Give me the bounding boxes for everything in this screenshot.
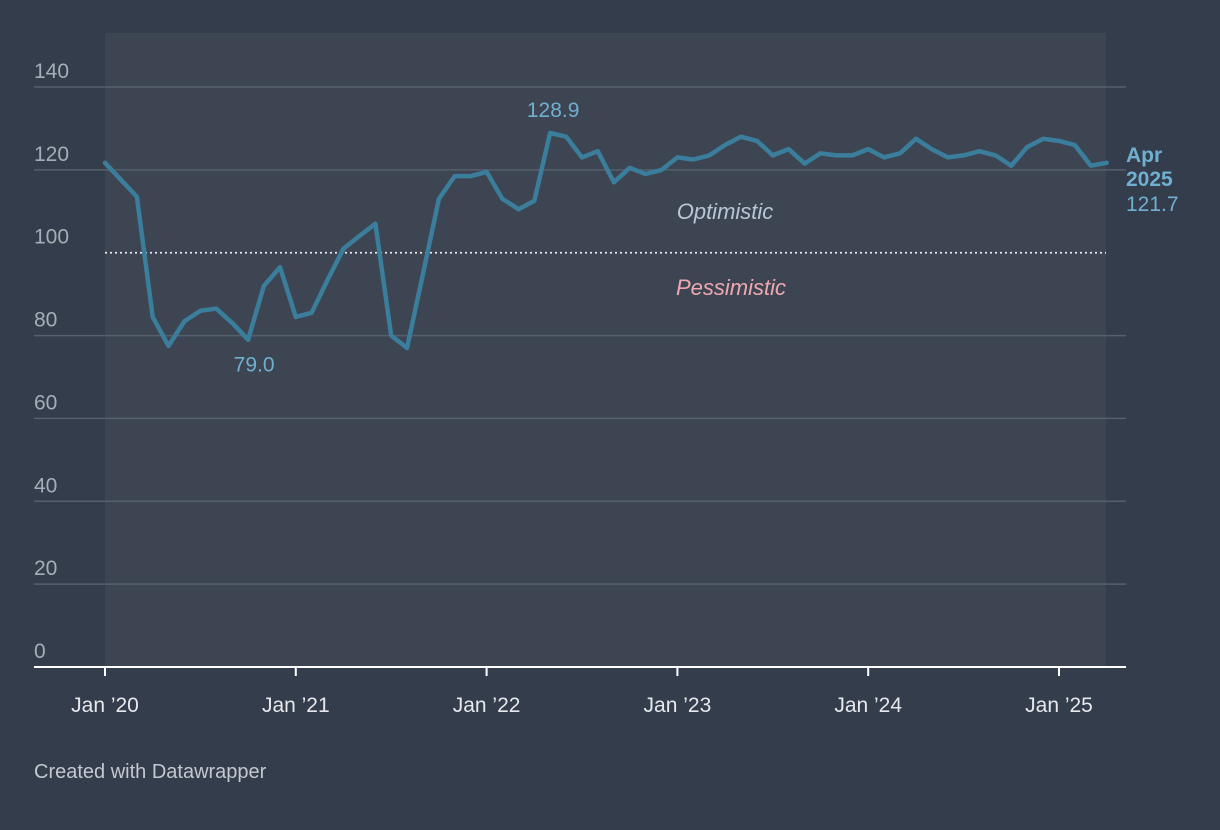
pessimistic-label: Pessimistic <box>676 275 786 300</box>
y-tick-label-0: 0 <box>34 640 46 663</box>
gridlines <box>34 86 1126 585</box>
y-axis: 0 20 40 60 80 100 120 140 <box>34 60 69 663</box>
max-value-label: 128.9 <box>527 99 580 122</box>
y-tick-label-100: 100 <box>34 226 69 249</box>
x-tick-label-3: Jan ’23 <box>644 694 712 717</box>
y-tick-label-140: 140 <box>34 60 69 83</box>
line-chart: 0 20 40 60 80 100 120 140 Jan ’20 Jan ’21 Jan ’22… <box>34 33 1179 717</box>
y-tick-label-80: 80 <box>34 309 57 332</box>
optimistic-label: Optimistic <box>677 199 774 224</box>
x-axis: Jan ’20 Jan ’21 Jan ’22 Jan ’23 Jan ’24 Jan ’… <box>34 666 1126 717</box>
x-tick-label-0: Jan ’20 <box>71 694 139 717</box>
y-tick-label-20: 20 <box>34 557 57 580</box>
x-tick-label-2: Jan ’22 <box>453 694 521 717</box>
last-value-label: 121.7 <box>1126 193 1179 216</box>
last-date-year-label: 2025 <box>1126 168 1173 191</box>
series-line <box>102 130 1109 351</box>
x-tick-label-4: Jan ’24 <box>834 694 902 717</box>
min-value-label: 79.0 <box>234 354 275 377</box>
y-tick-label-60: 60 <box>34 391 57 414</box>
footer-credit: Created with Datawrapper <box>34 761 267 783</box>
plot-area-background <box>105 33 1106 667</box>
x-tick-label-5: Jan ’25 <box>1025 694 1093 717</box>
y-tick-label-120: 120 <box>34 143 69 166</box>
y-tick-label-40: 40 <box>34 474 57 497</box>
x-tick-label-1: Jan ’21 <box>262 694 330 717</box>
last-date-month-label: Apr <box>1126 144 1162 167</box>
